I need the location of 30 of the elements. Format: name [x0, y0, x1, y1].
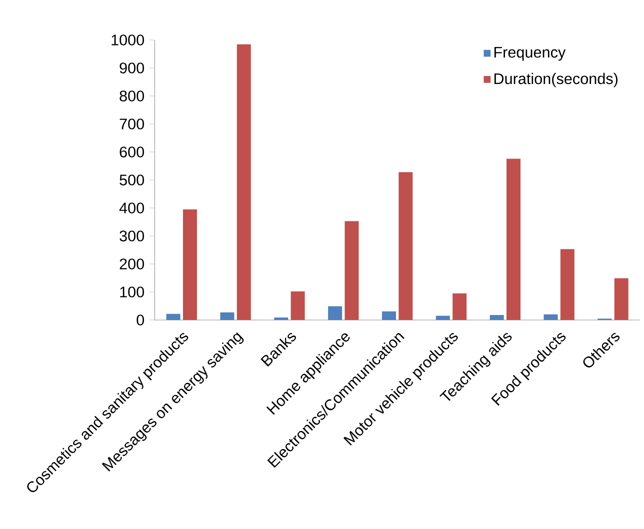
legend-label: Duration(seconds) [494, 72, 618, 88]
bar [506, 158, 520, 320]
y-tick-label: 700 [120, 118, 144, 130]
y-tick-label: 800 [120, 90, 144, 102]
y-tick-label: 400 [119, 202, 144, 214]
y-tick-label: 500 [120, 174, 144, 186]
bar [436, 316, 450, 320]
y-tick-label: 0 [136, 314, 144, 326]
bar [328, 306, 342, 320]
bar [398, 172, 413, 320]
bar [560, 249, 574, 320]
bar [290, 291, 305, 320]
bar [382, 311, 396, 320]
bar [182, 209, 197, 320]
y-tick-label: 200 [120, 258, 144, 270]
bar [452, 293, 467, 320]
bar [274, 317, 288, 320]
y-tick-label: 1000 [112, 34, 144, 46]
y-tick-label: 100 [120, 286, 144, 298]
y-tick-label: 600 [120, 146, 144, 158]
bar [344, 221, 359, 320]
y-tick-label: 900 [120, 62, 144, 74]
bar [614, 278, 628, 320]
bar [544, 314, 558, 320]
bar [166, 314, 180, 320]
y-tick-label: 300 [120, 230, 144, 242]
bar [220, 312, 234, 320]
bar [236, 44, 251, 320]
bar [490, 314, 504, 320]
legend-label: Frequency [494, 47, 566, 61]
